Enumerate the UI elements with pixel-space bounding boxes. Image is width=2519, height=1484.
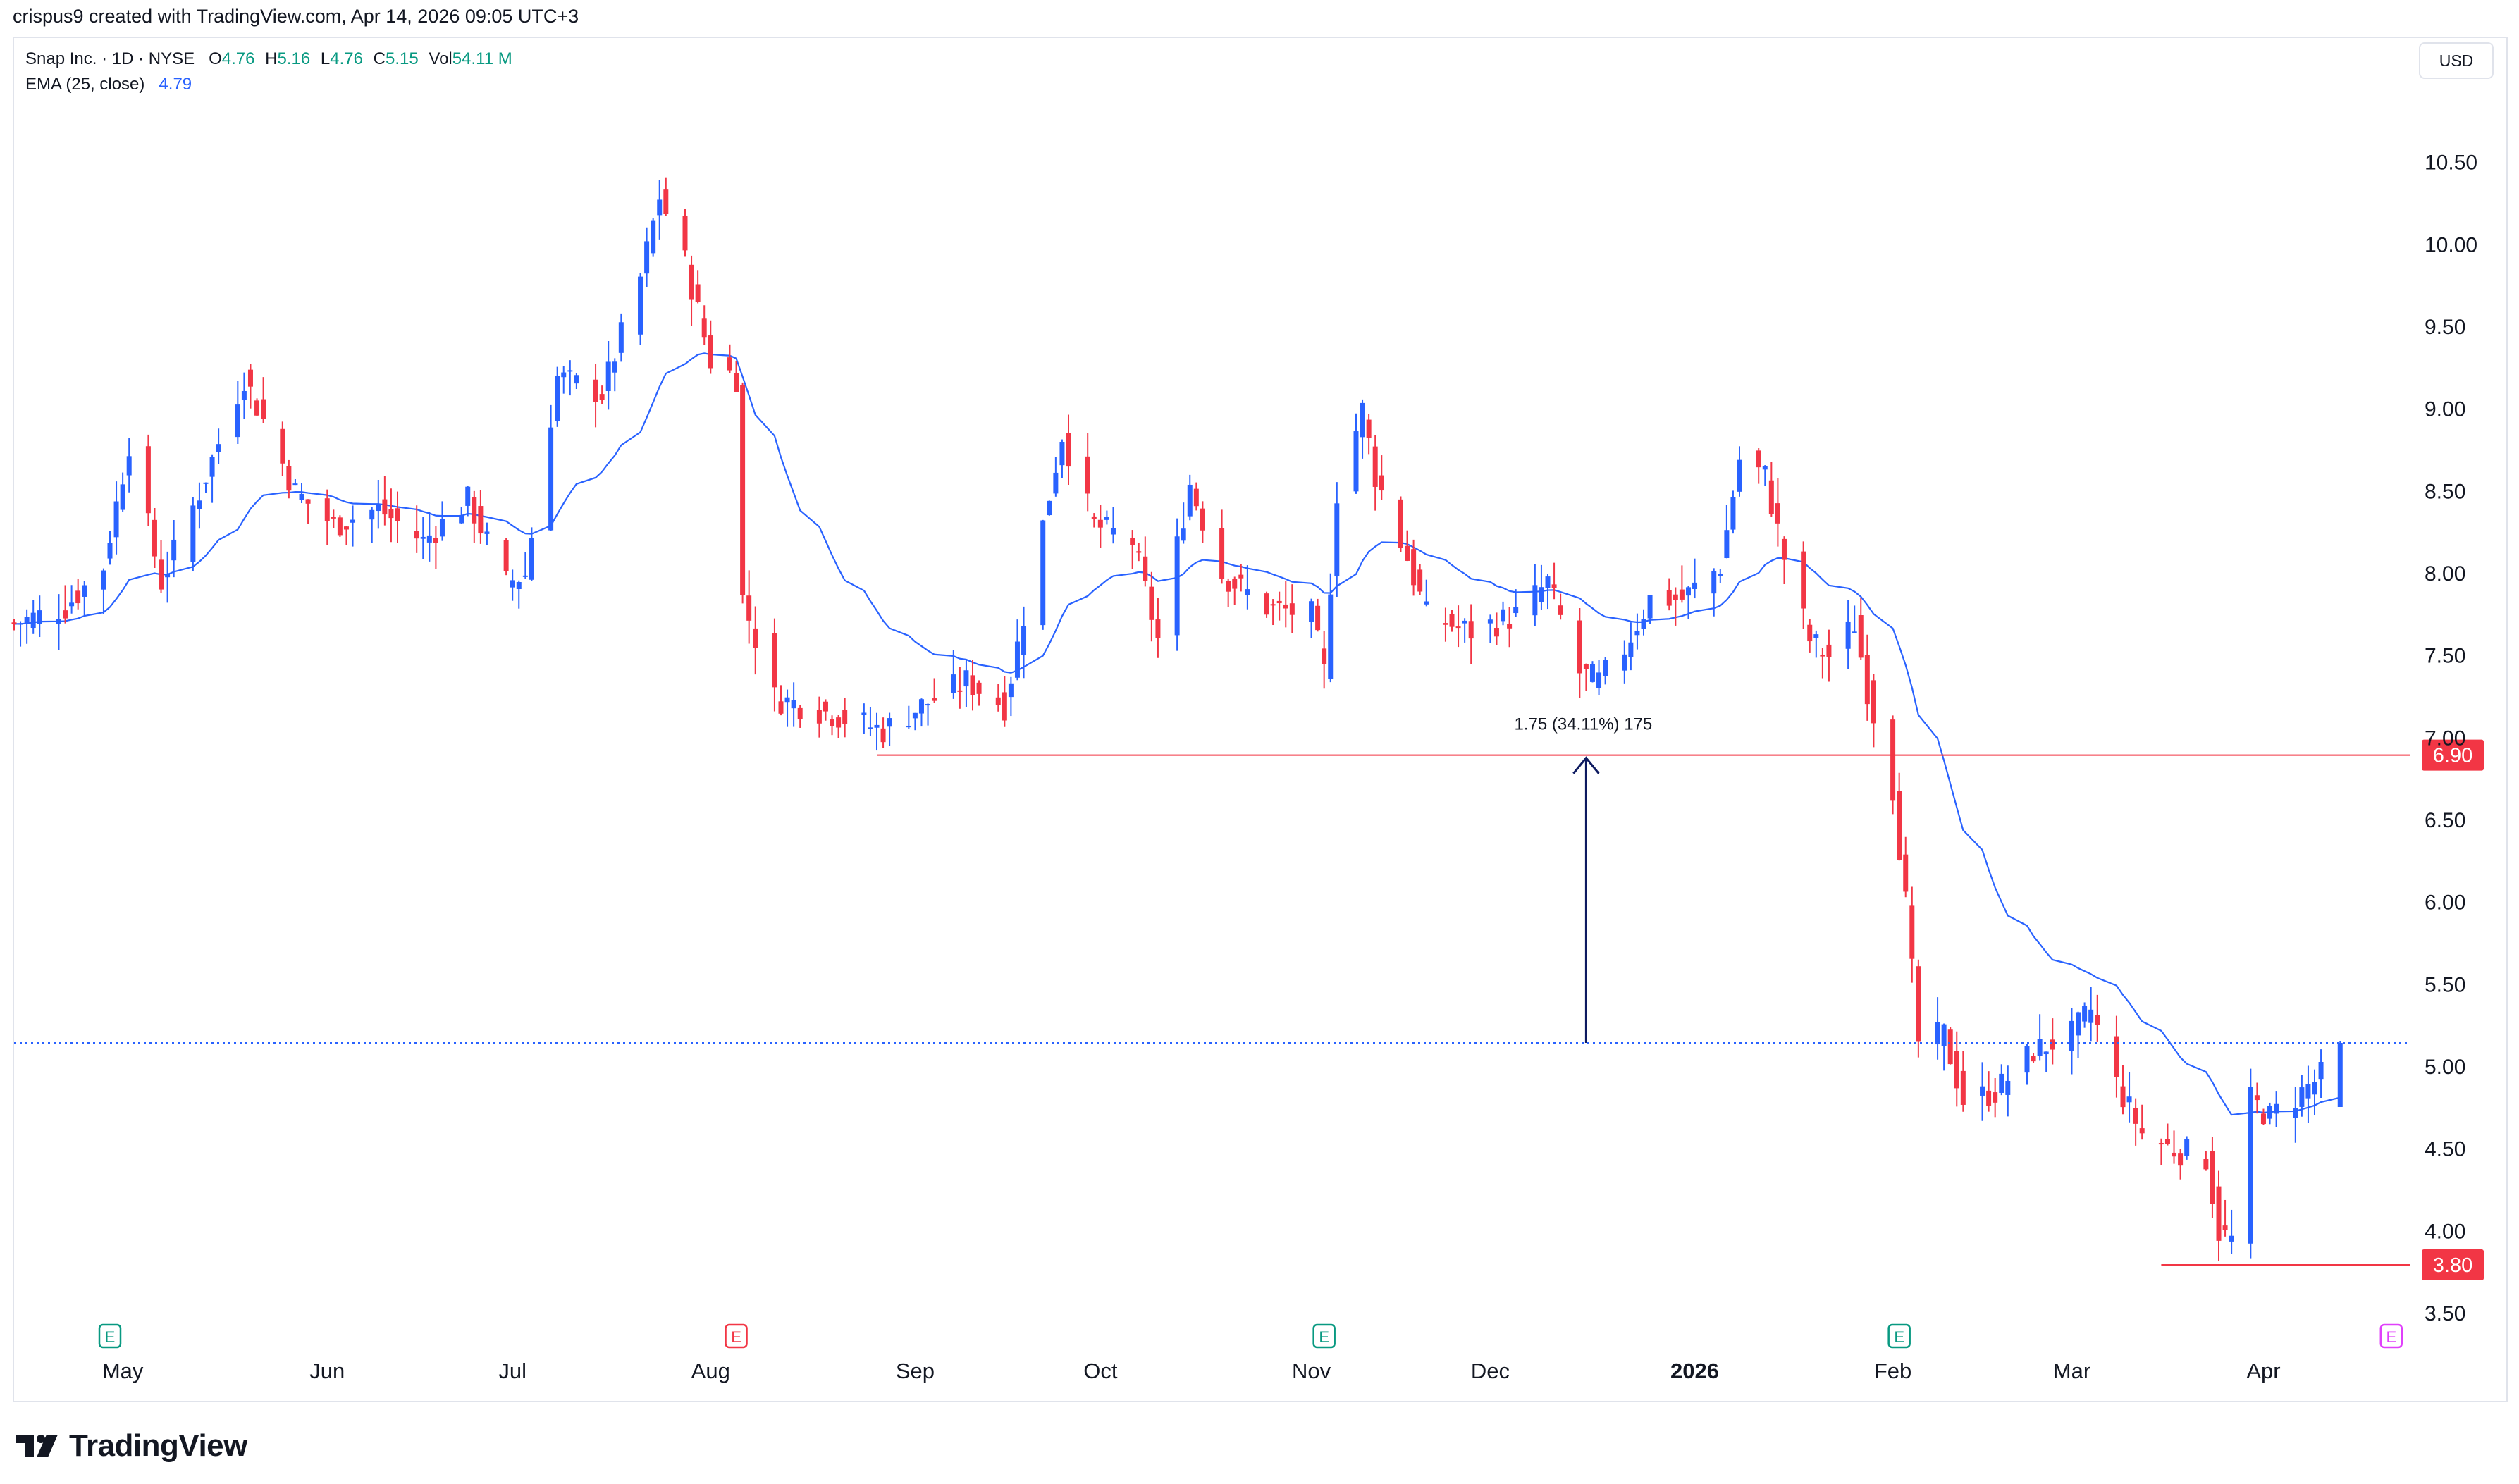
close-label: C — [373, 49, 386, 68]
tradingview-logo[interactable]: TradingView — [16, 1426, 247, 1466]
ema-label: EMA (25, close) — [25, 75, 145, 94]
volume-label: Vol — [429, 49, 452, 68]
tradingview-brand: TradingView — [69, 1428, 247, 1463]
volume-value: 54.11 M — [452, 49, 512, 68]
ema-value: 4.79 — [159, 75, 192, 94]
chart-frame — [13, 37, 2508, 1402]
ema-row[interactable]: EMA (25, close) 4.79 — [25, 72, 518, 97]
chart-legend: Snap Inc. · 1D · NYSE O4.76 H5.16 L4.76 … — [25, 47, 518, 97]
open-label: O — [209, 49, 222, 68]
low-label: L — [320, 49, 331, 68]
high-value: 5.16 — [277, 49, 311, 68]
currency-button[interactable]: USD — [2419, 42, 2494, 79]
symbol-label[interactable]: Snap Inc. · 1D · NYSE — [25, 49, 195, 68]
chart-credit: crispus9 created with TradingView.com, A… — [13, 6, 579, 27]
open-value: 4.76 — [221, 49, 255, 68]
high-label: H — [265, 49, 278, 68]
close-value: 5.15 — [386, 49, 419, 68]
low-value: 4.76 — [330, 49, 363, 68]
symbol-row: Snap Inc. · 1D · NYSE O4.76 H5.16 L4.76 … — [25, 47, 518, 72]
tradingview-logo-icon — [16, 1435, 58, 1457]
